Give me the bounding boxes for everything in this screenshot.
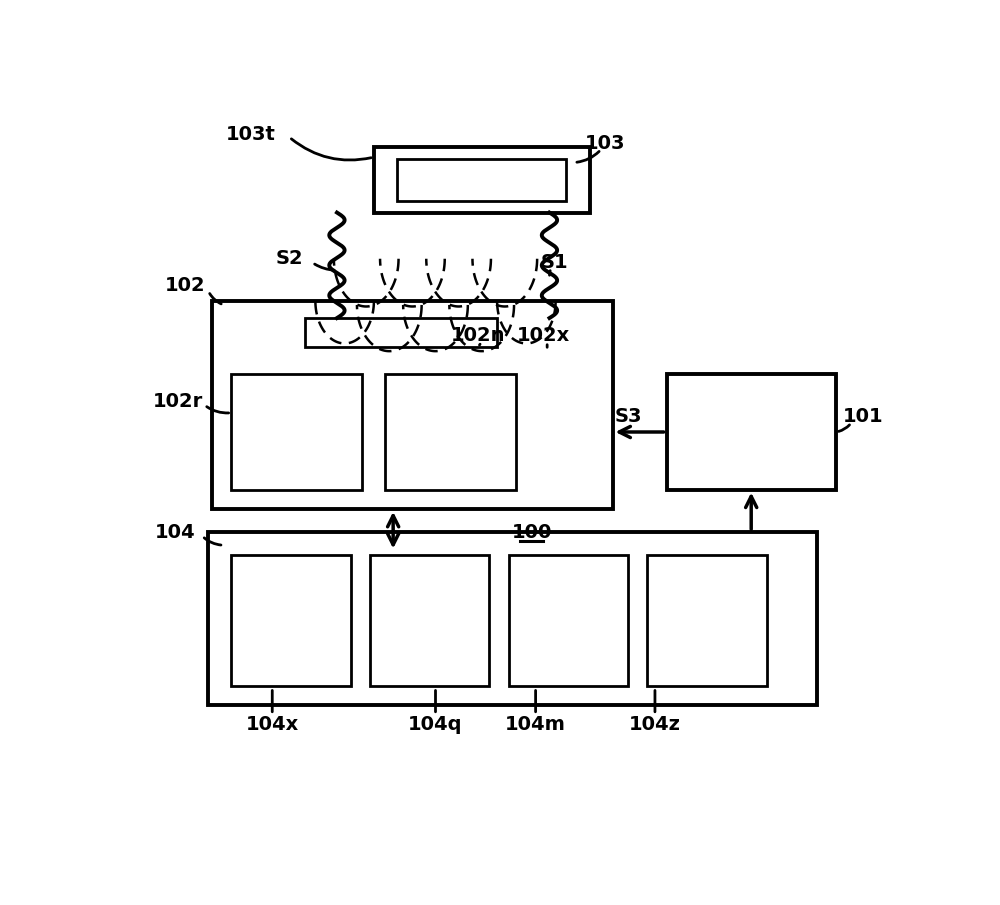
- Text: S1: S1: [541, 253, 569, 272]
- Bar: [509, 555, 628, 686]
- Bar: [231, 375, 362, 490]
- Text: 104q: 104q: [408, 715, 463, 734]
- Text: 104: 104: [155, 522, 196, 541]
- Text: 104x: 104x: [246, 715, 299, 734]
- Text: 102x: 102x: [517, 326, 570, 345]
- Bar: [231, 555, 351, 686]
- Bar: [305, 318, 497, 348]
- Bar: [370, 555, 489, 686]
- Bar: [374, 148, 590, 213]
- Text: 102n: 102n: [451, 326, 505, 345]
- Text: 103t: 103t: [226, 125, 276, 144]
- Text: 104m: 104m: [505, 715, 566, 734]
- Text: S2: S2: [275, 249, 303, 268]
- Bar: [647, 555, 767, 686]
- Text: 100: 100: [512, 522, 552, 541]
- Bar: [212, 301, 613, 509]
- Text: S3: S3: [614, 407, 642, 426]
- Text: 103: 103: [585, 134, 625, 153]
- Bar: [385, 375, 516, 490]
- Text: 102r: 102r: [152, 392, 203, 411]
- Bar: [397, 158, 566, 201]
- Bar: [208, 532, 817, 705]
- Text: 104z: 104z: [629, 715, 681, 734]
- Text: 101: 101: [843, 407, 883, 426]
- Bar: [666, 375, 836, 490]
- Text: 102: 102: [165, 276, 206, 295]
